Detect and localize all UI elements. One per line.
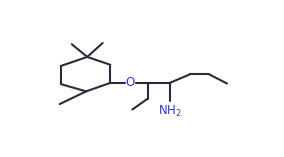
Text: O: O xyxy=(126,76,135,89)
Text: NH$_2$: NH$_2$ xyxy=(158,104,182,119)
